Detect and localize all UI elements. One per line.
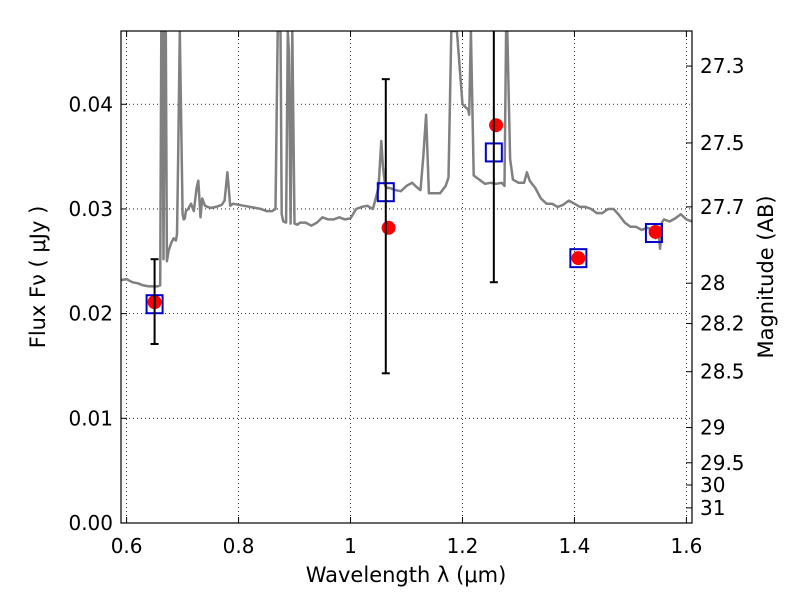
x-tick-label: 0.6	[111, 534, 143, 558]
y-tick-label: 0.02	[68, 302, 113, 326]
red-point	[381, 220, 396, 235]
x-tick-label: 0.8	[223, 534, 255, 558]
y-tick-label: 0.03	[68, 197, 113, 221]
y2-axis-title: Magnitude (AB)	[754, 195, 778, 358]
errorbar-layer	[150, 31, 498, 375]
plot-frame	[120, 30, 693, 524]
y-tick-label: 0.00	[68, 511, 113, 535]
y2-tick-label: 27.3	[700, 54, 745, 78]
y2-tick-label: 31	[700, 496, 725, 520]
y2-tick-label: 30	[700, 473, 725, 497]
y-tick-label: 0.01	[68, 406, 113, 430]
y2-tick-label: 28.5	[700, 360, 745, 384]
data-layer	[121, 31, 692, 315]
x-tick-label: 1	[344, 534, 357, 558]
axis-layer: 0.6 0.8 1 1.2 1.4 1.6 0.00 0.01 0.02 0.03 0.04 27.3…	[68, 31, 745, 558]
y2-tick-label: 28.2	[700, 312, 745, 336]
x-tick-label: 1.2	[447, 534, 479, 558]
x-tick-label: 1.6	[670, 534, 702, 558]
x-axis-title: Wavelength λ (μm)	[306, 563, 507, 587]
y2-tick-label: 29.5	[700, 451, 745, 475]
y2-tick-label: 28	[700, 271, 725, 295]
red-point	[489, 118, 504, 133]
red-point	[648, 224, 663, 239]
red-point	[571, 251, 586, 266]
x-tick-label: 1.4	[559, 534, 591, 558]
y2-tick-label: 27.5	[700, 131, 745, 155]
y2-tick-label: 29	[700, 416, 725, 440]
y-axis-title: Flux Fν ( μJy )	[26, 206, 50, 349]
y-tick-label: 0.04	[68, 92, 113, 116]
blue-square-marker	[569, 248, 588, 269]
grid-layer	[121, 31, 692, 524]
blue-square-marker	[644, 223, 663, 244]
spectrum-line	[121, 31, 692, 288]
y2-tick-label: 27.7	[700, 195, 745, 219]
